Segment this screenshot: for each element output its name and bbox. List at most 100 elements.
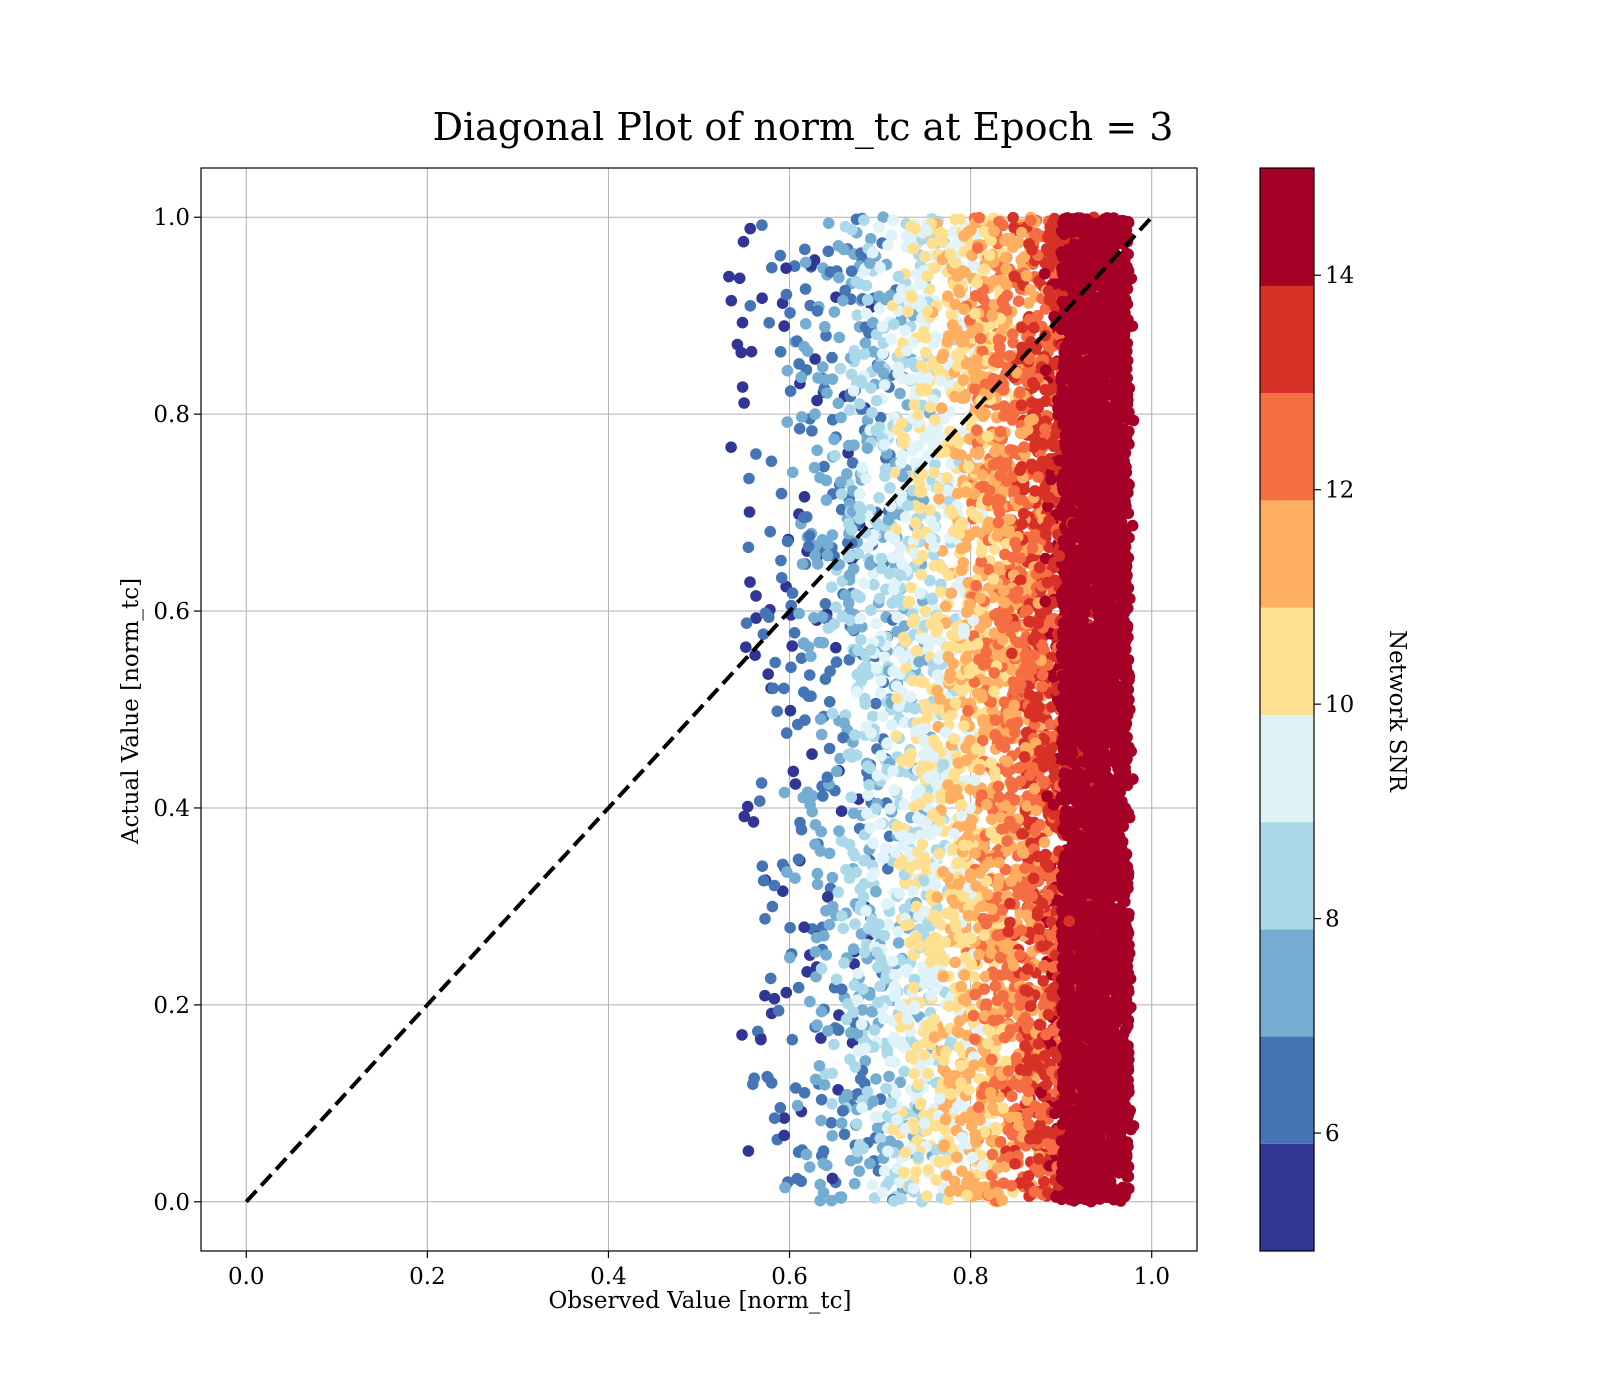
scatter-point xyxy=(801,786,814,798)
scatter-point xyxy=(859,698,872,710)
scatter-point xyxy=(1007,211,1019,224)
scatter-point xyxy=(778,682,790,695)
scatter-point xyxy=(747,816,760,828)
scatter-point xyxy=(888,990,901,1002)
scatter-point xyxy=(775,554,787,567)
scatter-point xyxy=(878,438,891,451)
scatter-point xyxy=(937,759,949,771)
scatter-point xyxy=(835,488,848,500)
scatter-point xyxy=(826,1098,838,1110)
scatter-point xyxy=(868,1024,881,1036)
scatter-point xyxy=(874,818,887,830)
scatter-point xyxy=(918,905,931,918)
scatter-point xyxy=(888,318,900,331)
scatter-point xyxy=(910,725,922,738)
scatter-point xyxy=(815,1093,828,1106)
scatter-point xyxy=(971,637,984,650)
scatter-point xyxy=(872,996,884,1009)
scatter-point xyxy=(1012,295,1025,308)
scatter-point xyxy=(839,284,851,297)
scatter-point xyxy=(877,367,890,379)
scatter-point xyxy=(907,981,920,994)
scatter-point xyxy=(830,601,842,613)
scatter-point xyxy=(887,765,899,777)
scatter-point xyxy=(925,532,937,545)
scatter-point xyxy=(781,866,793,878)
scatter-point xyxy=(786,587,799,599)
scatter-point xyxy=(798,921,810,933)
scatter-point xyxy=(859,854,872,867)
scatter-point xyxy=(958,969,970,981)
scatter-point xyxy=(822,891,834,903)
scatter-point xyxy=(817,790,829,802)
scatter-point xyxy=(859,1055,872,1067)
scatter-point xyxy=(941,335,954,348)
scatter-point xyxy=(933,363,945,376)
scatter-point xyxy=(811,305,824,317)
scatter-point xyxy=(855,374,867,387)
scatter-point xyxy=(767,682,779,695)
scatter-point xyxy=(911,645,923,657)
scatter-point xyxy=(849,729,861,741)
scatter-point xyxy=(929,458,941,470)
scatter-point xyxy=(939,936,952,948)
scatter-point xyxy=(949,697,962,709)
scatter-point xyxy=(856,663,869,676)
scatter-point xyxy=(838,957,850,969)
scatter-point xyxy=(837,1105,849,1117)
scatter-point xyxy=(750,612,762,624)
scatter-point xyxy=(897,839,909,852)
scatter-point xyxy=(873,918,885,931)
scatter-point xyxy=(850,685,863,698)
scatter-point xyxy=(983,1188,995,1201)
scatter-point xyxy=(888,784,901,796)
scatter-point xyxy=(979,1126,991,1138)
scatter-point xyxy=(899,1146,912,1159)
scatter-point xyxy=(920,346,932,359)
scatter-point xyxy=(805,650,817,663)
scatter-point xyxy=(738,397,750,409)
scatter-point xyxy=(822,217,835,229)
scatter-point xyxy=(839,220,852,233)
scatter-point xyxy=(737,235,750,248)
scatter-point xyxy=(855,675,868,687)
scatter-point xyxy=(788,627,801,639)
scatter-point xyxy=(865,382,877,394)
scatter-point xyxy=(905,691,917,703)
scatter-point xyxy=(774,1102,787,1114)
scatter-point xyxy=(1022,297,1035,309)
scatter-point xyxy=(930,1174,942,1186)
scatter-point xyxy=(926,237,939,250)
scatter-point xyxy=(875,552,888,565)
scatter-point xyxy=(870,394,883,407)
scatter-point xyxy=(820,949,832,961)
scatter-point xyxy=(951,1025,964,1038)
scatter-point xyxy=(908,1067,921,1080)
scatter-point xyxy=(874,411,887,424)
scatter-point xyxy=(798,511,810,524)
scatter-point xyxy=(784,385,797,397)
scatter-point xyxy=(831,765,843,778)
scatter-point xyxy=(861,1086,874,1098)
scatter-point xyxy=(937,866,949,878)
scatter-point xyxy=(941,640,953,653)
scatter-point xyxy=(897,652,909,664)
scatter-point xyxy=(955,564,968,576)
scatter-point xyxy=(733,272,746,285)
scatter-point xyxy=(989,714,1002,726)
scatter-point xyxy=(860,307,873,320)
scatter-point xyxy=(894,999,906,1011)
scatter-point xyxy=(837,294,849,307)
scatter-point xyxy=(779,1181,791,1194)
scatter-point xyxy=(923,945,935,958)
scatter-point xyxy=(858,946,871,959)
scatter-point xyxy=(835,1117,848,1129)
scatter-point xyxy=(741,800,754,813)
scatter-point xyxy=(766,261,778,274)
scatter-point xyxy=(828,433,840,446)
scatter-point xyxy=(922,1067,934,1080)
scatter-point xyxy=(909,702,921,715)
scatter-point xyxy=(802,540,815,553)
scatter-point xyxy=(743,472,755,485)
scatter-point xyxy=(823,696,836,708)
